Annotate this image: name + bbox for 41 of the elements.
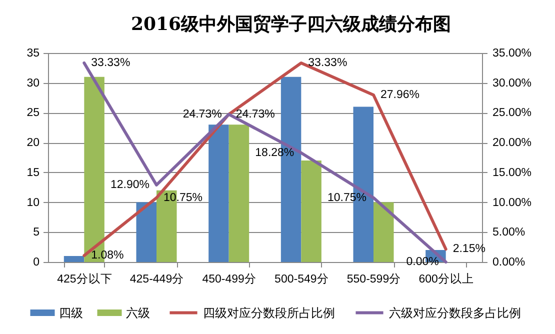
bar (301, 160, 322, 262)
data-label: 2.15% (452, 243, 486, 256)
legend-label: 四级对应分数段所占比例 (203, 306, 335, 320)
y2-tick-label: 30.00% (492, 77, 532, 90)
x-tick-label: 500-549分 (274, 272, 329, 286)
x-tick-label: 600分以上 (418, 272, 474, 286)
data-label: 12.90% (110, 178, 150, 191)
bar (64, 256, 84, 262)
data-label: 24.73% (182, 108, 222, 120)
y-tick-label: 25 (26, 107, 40, 120)
y2-tick-label: 10.00% (492, 196, 532, 209)
y-tick-label: 30 (26, 77, 40, 90)
data-label: 27.96% (380, 89, 420, 102)
legend-label: 六级对应分数段多占比例 (389, 306, 521, 320)
legend-label: 六级 (126, 306, 150, 320)
y2-tick-label: 20.00% (492, 137, 532, 150)
y-tick-label: 15 (26, 166, 40, 179)
y-tick-label: 20 (26, 137, 40, 150)
y2-tick-label: 5.00% (492, 226, 526, 239)
x-tick-label: 425分以下 (57, 272, 112, 286)
y2-tick-label: 35.00% (492, 48, 532, 60)
y-tick-label: 0 (33, 256, 40, 268)
bar (228, 124, 250, 262)
data-label: 0.00% (406, 256, 439, 268)
y2-tick-label: 15.00% (492, 166, 532, 179)
bar (208, 124, 229, 262)
bar (136, 202, 156, 262)
x-tick-label: 450-499分 (202, 272, 256, 286)
y-tick-label: 35 (26, 48, 40, 60)
y-tick-label: 5 (33, 226, 40, 239)
chart-title: 2016级中外国贸学子四六级成绩分布图 (130, 14, 452, 35)
y2-tick-label: 0.00% (492, 256, 526, 268)
y2-tick-label: 25.00% (492, 107, 532, 120)
y-tick-label: 10 (26, 196, 40, 209)
bar (374, 202, 394, 262)
legend-label: 四级 (59, 306, 83, 320)
x-tick-label: 550-599分 (346, 272, 402, 286)
data-label: 33.33% (91, 56, 130, 69)
data-label: 24.73% (236, 108, 275, 120)
data-label: 33.33% (308, 56, 348, 69)
x-tick-label: 425-449分 (130, 272, 184, 286)
